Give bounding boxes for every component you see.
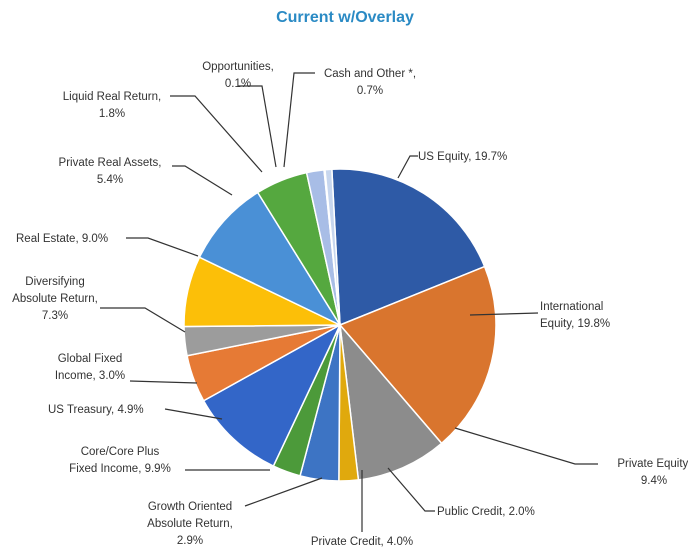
slice-label-line: Equity, 19.8% [540, 318, 610, 330]
leader-line [164, 408, 223, 420]
slice-label-line: Absolute Return, [147, 518, 233, 530]
slice-label-line: 0.1% [225, 78, 251, 90]
leader-line [170, 95, 263, 173]
leader-line [469, 312, 539, 316]
slice-label: Core/Core Plus Fixed Income, 9.9% [69, 446, 171, 475]
slice-label-line: 7.3% [42, 310, 68, 322]
leader-line [387, 467, 435, 512]
leader-line [454, 427, 598, 465]
pie-slice-us-equity [331, 168, 486, 327]
slice-label-line: Diversifying [25, 276, 84, 288]
leader-line [238, 85, 277, 168]
slice-label-line: 5.4% [97, 174, 123, 186]
slice-label: Global Fixed Income, 3.0% [55, 353, 125, 382]
slice-label-line: 9.4% [641, 475, 667, 487]
slice-label-line: Opportunities, [202, 61, 274, 73]
slice-label: US Equity, 19.7% [418, 151, 507, 163]
slice-label-line: Liquid Real Return, [63, 91, 161, 103]
leader-line [397, 155, 418, 179]
slice-label-line: Fixed Income, 9.9% [69, 463, 171, 475]
slice-label-line: Core/Core Plus [81, 446, 160, 458]
slice-label-line: Income, 3.0% [55, 370, 125, 382]
slice-label-line: Global Fixed [58, 353, 123, 365]
slice-label-line: Cash and Other *, [324, 68, 416, 80]
slice-label: Real Estate, 9.0% [16, 233, 108, 245]
pie-slices [183, 168, 497, 482]
leader-line [129, 380, 198, 384]
slice-labels: US Equity, 19.7% International Equity, 19.… [12, 61, 688, 548]
slice-label-line: US Treasury, 4.9% [48, 404, 144, 416]
slice-label-line: Public Credit, 2.0% [437, 506, 535, 518]
leader-line [100, 307, 186, 333]
leader-line [172, 165, 233, 196]
slice-label: Private Equity, 9.4% [617, 458, 688, 487]
slice-label: Liquid Real Return, 1.8% [63, 91, 161, 120]
slice-label-line: Growth Oriented [148, 501, 232, 513]
pie-slice-international-equity [338, 265, 497, 445]
slice-label: Growth Oriented Absolute Return, 2.9% [147, 501, 233, 547]
slice-label: Cash and Other *, 0.7% [324, 68, 416, 97]
pie-slice-core-core-plus-fixed-income [202, 323, 342, 468]
pie-slice-private-equity [338, 322, 443, 481]
slice-label-line: Private Real Assets, [59, 157, 162, 169]
slice-label: Private Credit, 4.0% [311, 536, 413, 548]
slice-label-line: 0.7% [357, 85, 383, 97]
slice-label-line: US Equity, 19.7% [418, 151, 507, 163]
leader-lines [100, 72, 598, 532]
slice-label-line: Absolute Return, [12, 293, 98, 305]
slice-label: US Treasury, 4.9% [48, 404, 144, 416]
leader-line [283, 72, 315, 168]
slice-label-line: 1.8% [99, 108, 125, 120]
slice-label-line: 2.9% [177, 535, 203, 547]
slice-label-line: Private Equity, [617, 458, 688, 470]
slice-label: Public Credit, 2.0% [437, 506, 535, 518]
leader-line [244, 477, 323, 507]
slice-label-line: Private Credit, 4.0% [311, 536, 413, 548]
leader-line [126, 237, 199, 257]
pie-slice-real-estate [198, 191, 342, 327]
slice-label: Private Real Assets, 5.4% [59, 157, 162, 186]
slice-label: International Equity, 19.8% [540, 301, 610, 330]
chart-title: Current w/Overlay [276, 9, 414, 26]
slice-label-line: Real Estate, 9.0% [16, 233, 108, 245]
slice-label-line: International [540, 301, 603, 313]
slice-label: Diversifying Absolute Return, 7.3% [12, 276, 98, 322]
pie-slice-cash-and-other [324, 168, 341, 326]
slice-label: Opportunities, 0.1% [202, 61, 274, 90]
